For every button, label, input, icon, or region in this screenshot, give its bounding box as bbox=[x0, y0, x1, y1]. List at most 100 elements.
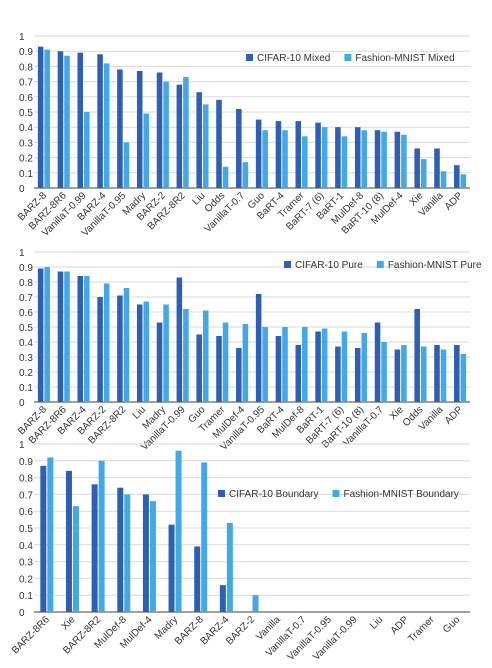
bar-series1 bbox=[40, 465, 47, 612]
bar-series1 bbox=[354, 348, 361, 402]
bar-series1 bbox=[255, 119, 262, 188]
y-tick-label: 0 bbox=[19, 184, 25, 195]
bar-series1 bbox=[65, 470, 72, 612]
category-label: Guo bbox=[441, 614, 462, 635]
bar-series1 bbox=[354, 127, 361, 188]
bar-series2 bbox=[202, 310, 209, 402]
y-tick-label: 0.1 bbox=[19, 169, 33, 180]
bar-series1 bbox=[315, 331, 321, 402]
category-label: BARZ-2 bbox=[224, 614, 257, 647]
bar-series1 bbox=[454, 345, 460, 402]
bar-series1 bbox=[216, 99, 222, 188]
bar-series1 bbox=[374, 130, 381, 188]
bar-series2 bbox=[103, 63, 110, 188]
legend-label: CIFAR-10 Mixed bbox=[257, 53, 330, 64]
bar-series1 bbox=[37, 46, 44, 188]
y-tick-label: 0.7 bbox=[19, 293, 33, 304]
bar-series1 bbox=[394, 349, 401, 402]
bar-series1 bbox=[57, 51, 64, 189]
bar-series1 bbox=[414, 148, 420, 188]
bar-series2 bbox=[460, 174, 467, 188]
bar-series2 bbox=[252, 595, 259, 612]
bar-series1 bbox=[57, 271, 64, 402]
bar-series2 bbox=[64, 271, 70, 402]
bar-series1 bbox=[374, 322, 381, 402]
legend-swatch bbox=[344, 54, 352, 61]
y-tick-label: 0.7 bbox=[19, 78, 33, 89]
bar-series1 bbox=[295, 121, 302, 188]
bar-series1 bbox=[236, 108, 242, 188]
bar-series1 bbox=[275, 121, 282, 188]
y-tick-label: 1 bbox=[19, 248, 25, 259]
bar-series2 bbox=[44, 267, 50, 402]
bar-series1 bbox=[219, 585, 226, 612]
bar-series1 bbox=[196, 92, 202, 188]
legend-label: CIFAR-10 Boundary bbox=[229, 489, 319, 500]
bar-series2 bbox=[460, 354, 467, 402]
bar-series2 bbox=[143, 301, 150, 402]
chart-2: 00.10.20.30.40.50.60.70.80.91BARZ-8BARZ-… bbox=[16, 248, 482, 453]
bar-series1 bbox=[176, 84, 183, 188]
bar-series1 bbox=[97, 297, 103, 402]
bar-series2 bbox=[321, 127, 328, 188]
bar-series2 bbox=[222, 322, 229, 402]
bar-series1 bbox=[194, 546, 201, 612]
y-tick-label: 0.4 bbox=[19, 541, 33, 552]
y-tick-label: 0.3 bbox=[19, 353, 33, 364]
bar-series2 bbox=[98, 460, 105, 612]
bar-series2 bbox=[262, 327, 268, 402]
y-tick-label: 0 bbox=[19, 608, 25, 619]
bar-series2 bbox=[149, 501, 156, 612]
legend-swatch bbox=[376, 261, 384, 268]
bar-series1 bbox=[394, 131, 401, 188]
bar-series1 bbox=[37, 268, 44, 402]
y-tick-label: 0.3 bbox=[19, 558, 33, 569]
bar-series1 bbox=[454, 165, 460, 188]
bar-series1 bbox=[414, 309, 420, 402]
bar-series2 bbox=[47, 457, 54, 612]
bar-series1 bbox=[315, 122, 321, 188]
bar-series1 bbox=[335, 127, 341, 188]
bar-series1 bbox=[97, 54, 103, 188]
bar-series1 bbox=[335, 346, 341, 402]
legend-swatch bbox=[246, 54, 253, 61]
y-tick-label: 0.5 bbox=[19, 108, 33, 119]
bar-series1 bbox=[275, 336, 282, 402]
bar-series1 bbox=[77, 276, 84, 402]
bar-series2 bbox=[302, 136, 308, 188]
bar-series1 bbox=[156, 322, 163, 402]
legend-swatch bbox=[284, 261, 291, 268]
bar-series1 bbox=[434, 345, 440, 402]
bar-series1 bbox=[117, 295, 123, 402]
y-tick-label: 0.6 bbox=[19, 507, 33, 518]
y-tick-label: 0.4 bbox=[19, 123, 33, 134]
bar-series2 bbox=[64, 55, 70, 189]
bar-series2 bbox=[183, 77, 189, 188]
bar-series2 bbox=[226, 522, 233, 612]
legend-label: Fashion-MNIST Pure bbox=[388, 260, 482, 271]
bar-series2 bbox=[163, 81, 169, 188]
bar-series1 bbox=[434, 148, 440, 188]
y-tick-label: 0.7 bbox=[19, 490, 33, 501]
bar-series2 bbox=[361, 333, 368, 402]
y-tick-label: 0.8 bbox=[19, 62, 33, 73]
category-label: ADP bbox=[443, 190, 466, 213]
bar-series2 bbox=[282, 327, 288, 402]
y-tick-label: 0.5 bbox=[19, 524, 33, 535]
bar-series2 bbox=[222, 166, 229, 188]
bar-series1 bbox=[255, 294, 262, 402]
bar-series2 bbox=[242, 324, 249, 402]
category-label: BARZ-8R6 bbox=[10, 614, 52, 656]
bar-series1 bbox=[236, 348, 242, 402]
bar-series2 bbox=[381, 342, 387, 402]
bar-series2 bbox=[44, 49, 50, 189]
y-tick-label: 0.6 bbox=[19, 308, 33, 319]
legend-label: Fashion-MNIST Boundary bbox=[344, 489, 459, 500]
bar-series2 bbox=[103, 283, 110, 402]
category-label: Tramer bbox=[406, 614, 437, 645]
bar-series1 bbox=[196, 334, 202, 402]
bar-series2 bbox=[143, 113, 150, 188]
category-label: ADP bbox=[443, 404, 466, 427]
bar-series2 bbox=[361, 130, 368, 188]
